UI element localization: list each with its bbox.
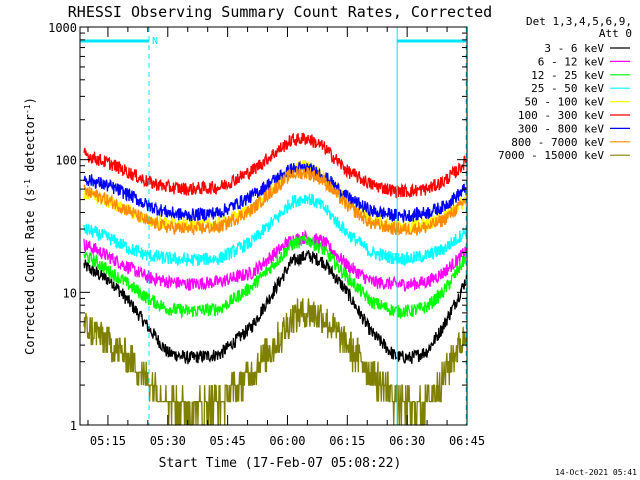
x-tick-label: 05:45 — [210, 434, 246, 448]
x-tick-label: 06:30 — [389, 434, 425, 448]
legend-entry-0: 3 - 6 keV — [544, 42, 604, 55]
legend-header-line2: Att 0 — [599, 27, 632, 40]
legend-entry-5: 100 - 300 keV — [518, 109, 604, 122]
y-axis-label: Corrected Count Rate (s-1 detector-1) — [23, 97, 38, 355]
y-tick-label: 10 — [63, 286, 77, 300]
plot-frame — [79, 26, 468, 426]
y-tick-label: 1 — [70, 419, 77, 433]
series-line-1 — [83, 229, 468, 292]
x-tick-label: 06:00 — [269, 434, 305, 448]
series-line-2 — [83, 234, 468, 320]
legend-entry-6: 300 - 800 keV — [518, 122, 604, 135]
y-tick-label: 100 — [55, 154, 77, 168]
series-line-6 — [83, 160, 468, 224]
legend-entry-8: 7000 - 15000 keV — [498, 149, 604, 162]
legend-entry-1: 6 - 12 keV — [538, 55, 605, 68]
series-line-8 — [83, 298, 468, 426]
x-axis-label: Start Time (17-Feb-07 05:08:22) — [159, 456, 402, 471]
legend-header-line1: Det 1,3,4,5,6,9, — [526, 15, 632, 28]
series-line-0 — [83, 249, 468, 365]
series-line-3 — [83, 193, 468, 267]
series-line-5 — [83, 132, 468, 199]
plot-area: N — [79, 27, 468, 426]
x-tick-label: 05:15 — [90, 434, 126, 448]
x-tick-label: 06:45 — [449, 434, 485, 448]
x-tick-label: 06:15 — [329, 434, 365, 448]
series-line-7 — [83, 167, 468, 237]
series-line-4 — [83, 159, 468, 235]
y-tick-label: 1000 — [48, 21, 77, 35]
legend-entry-7: 800 - 7000 keV — [511, 136, 604, 149]
flag-label-0: N — [152, 36, 158, 47]
axes: 1 10 100 1000 05:15 05:30 05:45 06:00 06:15 06:30… — [48, 21, 485, 448]
legend-entry-4: 50 - 100 keV — [525, 96, 605, 109]
x-tick-label: 05:30 — [150, 434, 186, 448]
legend-entry-2: 12 - 25 keV — [531, 69, 604, 82]
chart-title: RHESSI Observing Summary Count Rates, Co… — [68, 3, 492, 21]
footer-timestamp: 14-Oct-2021 05:41 — [555, 468, 637, 477]
legend-entry-3: 25 - 50 keV — [531, 82, 604, 95]
